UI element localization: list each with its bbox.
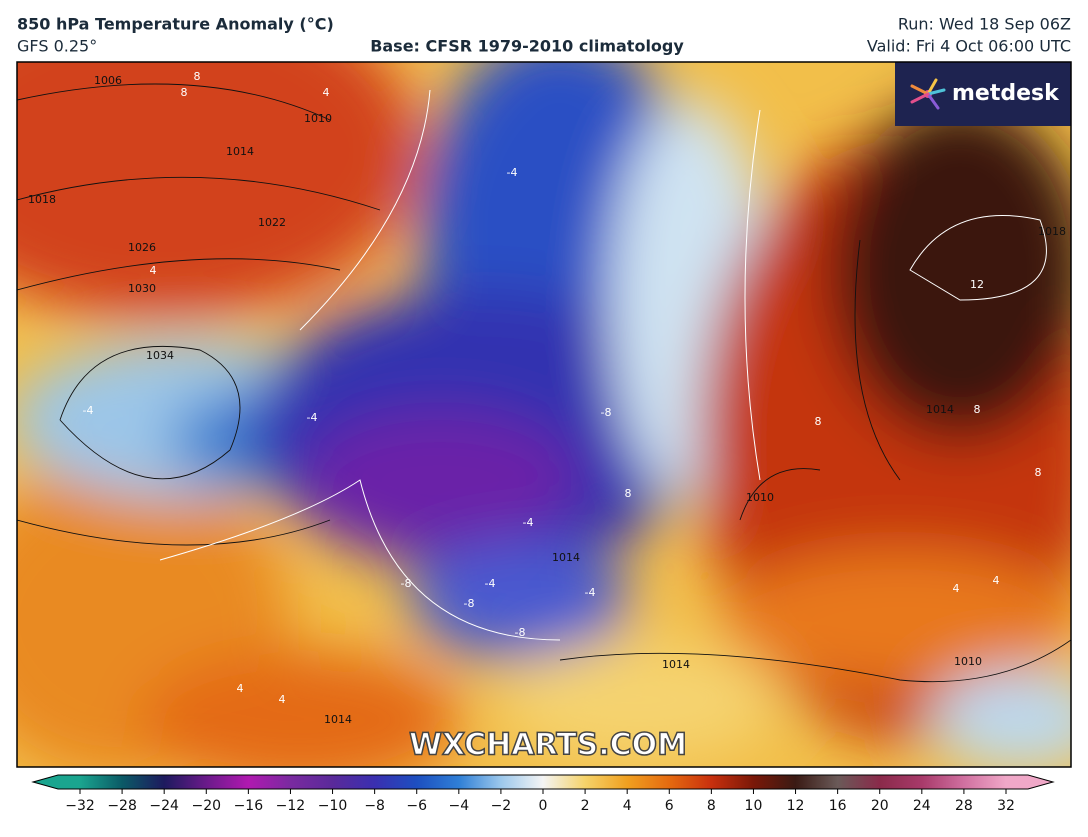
anomaly-label: -8 bbox=[464, 597, 475, 610]
colorbar-tick-label: 12 bbox=[787, 798, 805, 814]
isobar-label: 1014 bbox=[324, 713, 352, 726]
colorbar-tick-label: −24 bbox=[149, 798, 179, 814]
isobar-label: 1018 bbox=[28, 193, 56, 206]
anomaly-label: 8 bbox=[974, 403, 981, 416]
anomaly-label: 4 bbox=[237, 682, 244, 695]
isobar-label: 1010 bbox=[954, 655, 982, 668]
valid: Valid: Fri 4 Oct 06:00 UTC bbox=[867, 37, 1071, 56]
isobar-label: 1010 bbox=[746, 491, 774, 504]
anomaly-label: -8 bbox=[401, 577, 412, 590]
colorbar-tick-label: 4 bbox=[623, 798, 632, 814]
anomaly-label: -4 bbox=[83, 404, 94, 417]
colorbar-tick-label: −28 bbox=[107, 798, 137, 814]
title: 850 hPa Temperature Anomaly (°C) bbox=[17, 15, 334, 34]
colorbar-tick-label: −12 bbox=[276, 798, 306, 814]
anomaly-label: 4 bbox=[953, 582, 960, 595]
colorbar-tick-label: 6 bbox=[665, 798, 674, 814]
anomaly-label: 12 bbox=[970, 278, 984, 291]
colorbar: −32 −28 −24 −20 −16 −12 −10 −8 −6 −4 −2 0 2 4 6 8 10 12 16… bbox=[31, 774, 1055, 814]
anomaly-label: 4 bbox=[279, 693, 286, 706]
colorbar-tick-label: 0 bbox=[539, 798, 548, 814]
isobar-label: 1018 bbox=[1038, 225, 1066, 238]
anomaly-label: 8 bbox=[181, 86, 188, 99]
colorbar-tick-label: −2 bbox=[491, 798, 512, 814]
isobar-label: 1022 bbox=[258, 216, 286, 229]
anomaly-label: 8 bbox=[194, 70, 201, 83]
anomaly-label: -4 bbox=[485, 577, 496, 590]
anomaly-label: -8 bbox=[601, 406, 612, 419]
isobar-label: 1034 bbox=[146, 349, 174, 362]
colorbar-tick-label: 8 bbox=[707, 798, 716, 814]
watermark: WXCHARTS.COM bbox=[409, 728, 687, 763]
isobar-label: 1014 bbox=[552, 551, 580, 564]
base: Base: CFSR 1979-2010 climatology bbox=[370, 37, 684, 56]
isobar-label: 1014 bbox=[662, 658, 690, 671]
colorbar-tick-label: −32 bbox=[65, 798, 95, 814]
colorbar-tick-label: −6 bbox=[406, 798, 427, 814]
colorbar-tick-label: 16 bbox=[829, 798, 847, 814]
colorbar-tick-label: −10 bbox=[318, 798, 348, 814]
isobar-label: 1014 bbox=[226, 145, 254, 158]
isobar-label: 1014 bbox=[926, 403, 954, 416]
model: GFS 0.25° bbox=[17, 37, 97, 56]
anomaly-label: 8 bbox=[1035, 466, 1042, 479]
colorbar-tick-label: 32 bbox=[997, 798, 1015, 814]
anomaly-label: -4 bbox=[507, 166, 518, 179]
anomaly-label: 8 bbox=[815, 415, 822, 428]
run: Run: Wed 18 Sep 06Z bbox=[898, 15, 1071, 34]
anomaly-label: -4 bbox=[585, 586, 596, 599]
anomaly-label: 8 bbox=[625, 487, 632, 500]
logo: metdesk bbox=[952, 81, 1060, 106]
colorbar-tick-label: −20 bbox=[191, 798, 221, 814]
anomaly-label: -8 bbox=[515, 626, 526, 639]
logo-icon bbox=[910, 78, 946, 110]
colorbar-tick-label: 10 bbox=[745, 798, 763, 814]
map: 1006 1010 1014 1018 1022 1026 1030 1034 … bbox=[17, 62, 1071, 767]
isobar-label: 1026 bbox=[128, 241, 156, 254]
colorbar-tick-label: 28 bbox=[955, 798, 973, 814]
isobar-label: 1030 bbox=[128, 282, 156, 295]
anomaly-label: -4 bbox=[523, 516, 534, 529]
colorbar-tick-label: −4 bbox=[448, 798, 469, 814]
anomaly-label: 4 bbox=[323, 86, 330, 99]
colorbar-tick-label: 2 bbox=[581, 798, 590, 814]
colorbar-tick-label: −8 bbox=[364, 798, 385, 814]
anomaly-label: -4 bbox=[307, 411, 318, 424]
colorbar-tick-label: −16 bbox=[234, 798, 264, 814]
isobar-label: 1010 bbox=[304, 112, 332, 125]
colorbar-tick-label: 20 bbox=[871, 798, 889, 814]
anomaly-label: 4 bbox=[150, 264, 157, 277]
map-frame bbox=[16, 61, 1072, 768]
isobar-label: 1006 bbox=[94, 74, 122, 87]
colorbar-tick-label: 24 bbox=[913, 798, 931, 814]
anomaly-label: 4 bbox=[993, 574, 1000, 587]
